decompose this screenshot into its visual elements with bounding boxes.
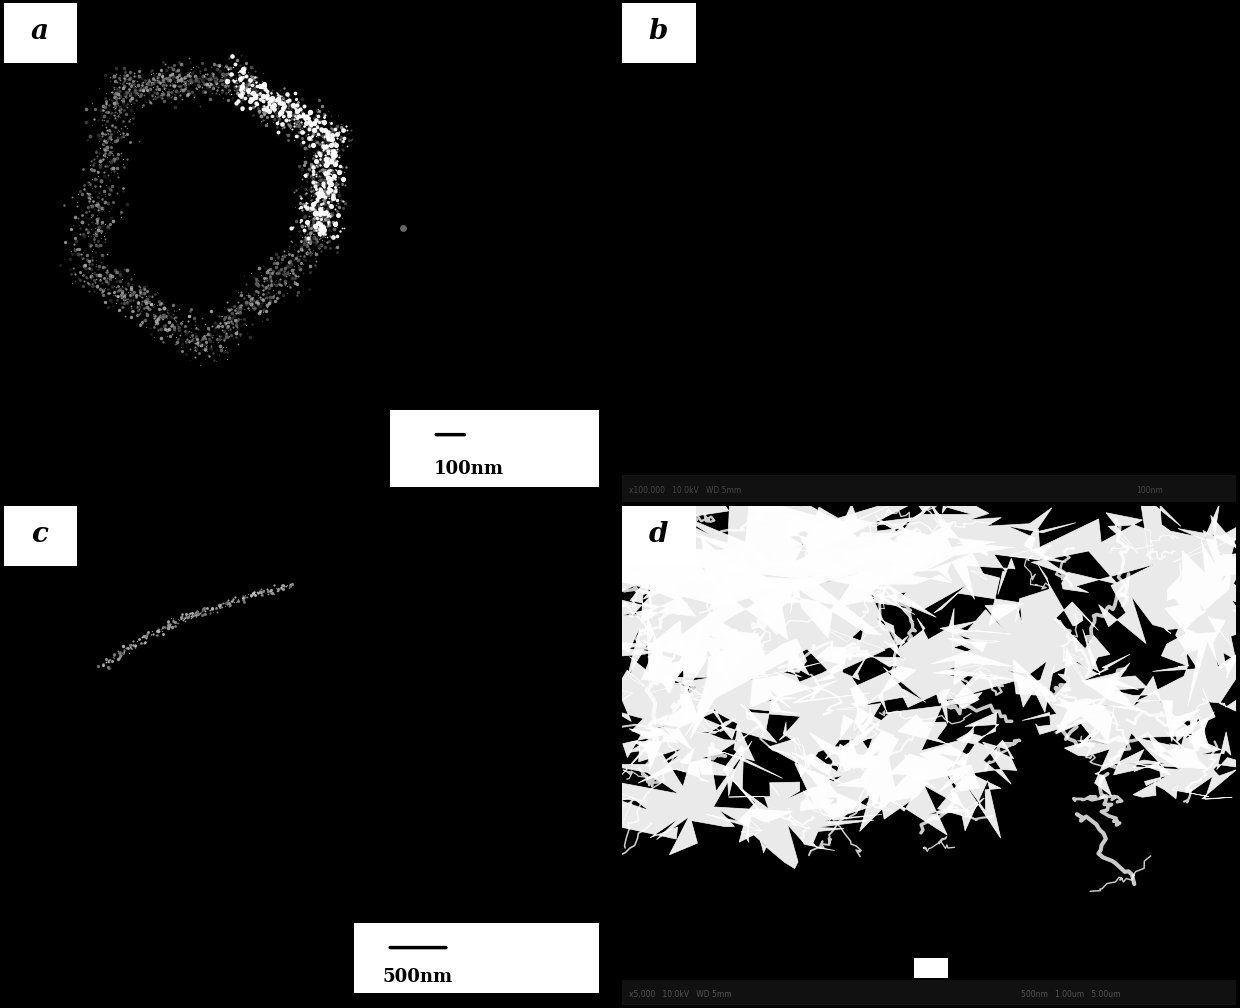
Polygon shape [795,731,929,821]
FancyBboxPatch shape [622,506,696,565]
FancyBboxPatch shape [622,980,1236,1005]
Text: d: d [649,521,668,548]
Text: x100,000   10.0kV   WD 5mm: x100,000 10.0kV WD 5mm [629,486,740,495]
FancyBboxPatch shape [353,922,599,993]
Text: 100nm: 100nm [434,460,503,478]
Polygon shape [1133,715,1240,799]
Polygon shape [791,665,982,836]
Polygon shape [745,503,1024,630]
Polygon shape [837,608,1012,724]
Polygon shape [706,781,874,869]
Polygon shape [1162,515,1240,707]
Polygon shape [582,517,789,694]
Text: 100nm: 100nm [1136,486,1163,495]
Polygon shape [746,647,882,777]
FancyBboxPatch shape [4,506,77,565]
Polygon shape [843,492,1076,600]
Polygon shape [582,616,715,771]
Polygon shape [1135,616,1240,750]
Polygon shape [645,621,870,743]
Polygon shape [522,459,952,739]
Polygon shape [1013,629,1145,749]
FancyBboxPatch shape [622,475,1236,502]
Polygon shape [1024,493,1240,643]
Text: x5,000   10.0kV   WD 5mm: x5,000 10.0kV WD 5mm [629,990,732,999]
Text: 500nm: 500nm [383,968,453,986]
Text: c: c [31,521,48,548]
Polygon shape [1055,676,1209,796]
Polygon shape [625,484,954,638]
FancyBboxPatch shape [4,3,77,62]
Polygon shape [629,705,782,796]
FancyBboxPatch shape [914,958,947,978]
Polygon shape [888,713,1017,839]
Polygon shape [584,741,792,855]
FancyBboxPatch shape [391,409,599,487]
Text: 500nm   1.00um   5.00um: 500nm 1.00um 5.00um [1022,990,1121,999]
Text: a: a [30,18,48,45]
FancyBboxPatch shape [622,3,696,62]
Text: b: b [649,18,668,45]
Polygon shape [605,502,720,623]
Polygon shape [931,564,1110,713]
